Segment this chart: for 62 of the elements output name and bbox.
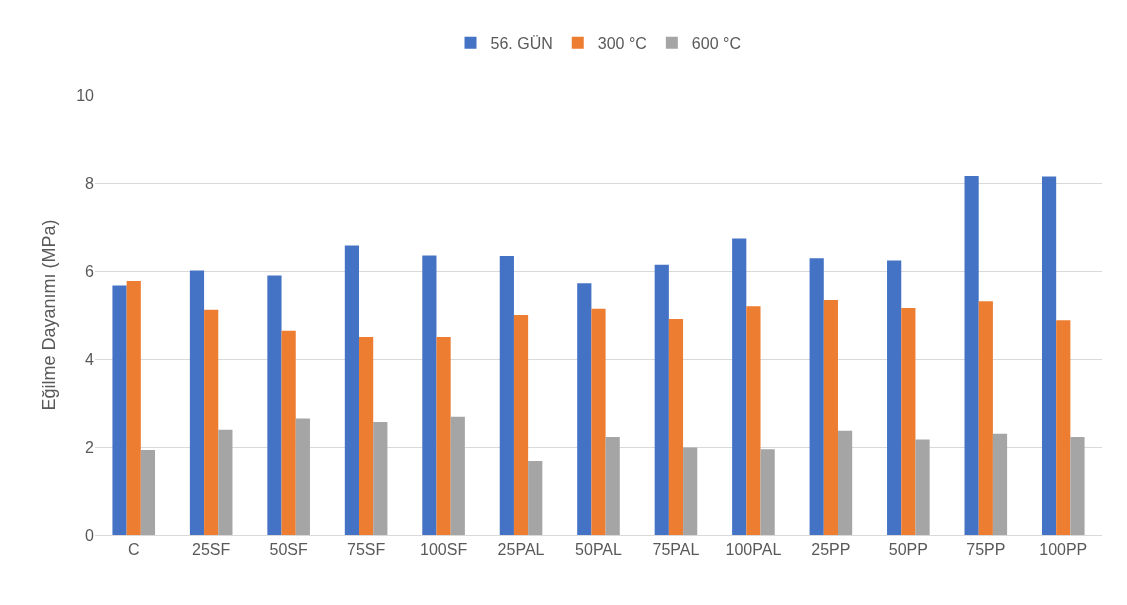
y-tick-label: 6 (85, 262, 95, 280)
bar (422, 255, 437, 535)
bar (1041, 176, 1057, 535)
x-tick-label: 75SF (346, 541, 386, 559)
bar (837, 430, 853, 535)
y-tick-label: 2 (85, 438, 95, 456)
bar (528, 461, 543, 535)
x-tick-label: 25PAL (497, 541, 545, 559)
bar (577, 283, 592, 535)
bar (344, 245, 360, 535)
bar (359, 337, 374, 535)
y-tick-label: 10 (76, 86, 95, 104)
x-tick-label: 50PAL (575, 541, 623, 559)
bar (605, 436, 620, 535)
bar (901, 307, 916, 535)
bar (732, 238, 747, 535)
bar (112, 285, 127, 535)
x-tick-label: 100PAL (725, 541, 782, 559)
bar (1070, 436, 1085, 535)
bar (992, 433, 1008, 535)
bar (887, 260, 902, 535)
bar (668, 318, 684, 535)
x-tick-label: 50SF (269, 541, 308, 559)
x-tick-label: 25SF (192, 541, 231, 559)
x-tick-label: 100PP (1039, 541, 1088, 559)
bar (204, 309, 219, 535)
bar (373, 421, 388, 535)
x-tick-label: 100SF (420, 541, 468, 559)
bar (964, 175, 979, 535)
bar (295, 418, 310, 535)
bar (746, 306, 761, 535)
bar (978, 301, 993, 535)
x-tick-label: 75PP (966, 541, 1006, 559)
bar (513, 315, 529, 535)
bar (654, 264, 669, 535)
bar (591, 308, 606, 535)
legend-label: 56. GÜN (490, 34, 553, 52)
bar (267, 275, 282, 535)
x-tick-label: C (127, 541, 140, 559)
bar (140, 450, 156, 535)
y-tick-label: 0 (85, 526, 95, 544)
bar (189, 270, 205, 535)
bar (809, 258, 824, 535)
bar (436, 337, 451, 535)
y-tick-label: 8 (85, 174, 95, 192)
bar (218, 429, 233, 535)
bar (683, 447, 698, 535)
bar (126, 281, 141, 535)
bar (499, 256, 514, 535)
x-tick-label: 50PP (888, 541, 928, 559)
bar (915, 439, 930, 535)
x-tick-label: 75PAL (652, 541, 700, 559)
x-tick-label: 25PP (811, 541, 851, 559)
bar (760, 449, 775, 535)
bar (823, 300, 838, 535)
bar (1056, 320, 1071, 535)
legend-label: 600 °C (691, 34, 741, 52)
y-tick-label: 4 (85, 350, 95, 368)
bar (450, 416, 465, 535)
y-axis-title: Eğilme Dayanımı (MPa) (39, 219, 60, 411)
bar (281, 330, 296, 535)
legend-label: 300 °C (597, 34, 647, 52)
